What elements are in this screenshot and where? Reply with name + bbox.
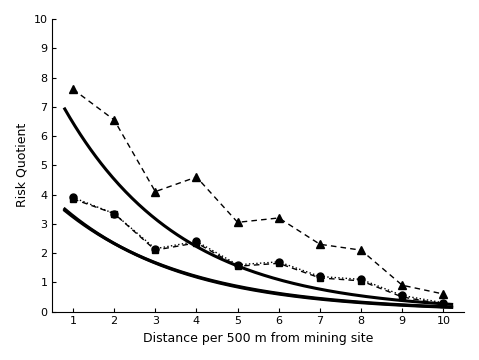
X-axis label: Distance per 500 m from mining site: Distance per 500 m from mining site xyxy=(143,332,374,345)
Y-axis label: Risk Quotient: Risk Quotient xyxy=(15,123,28,207)
